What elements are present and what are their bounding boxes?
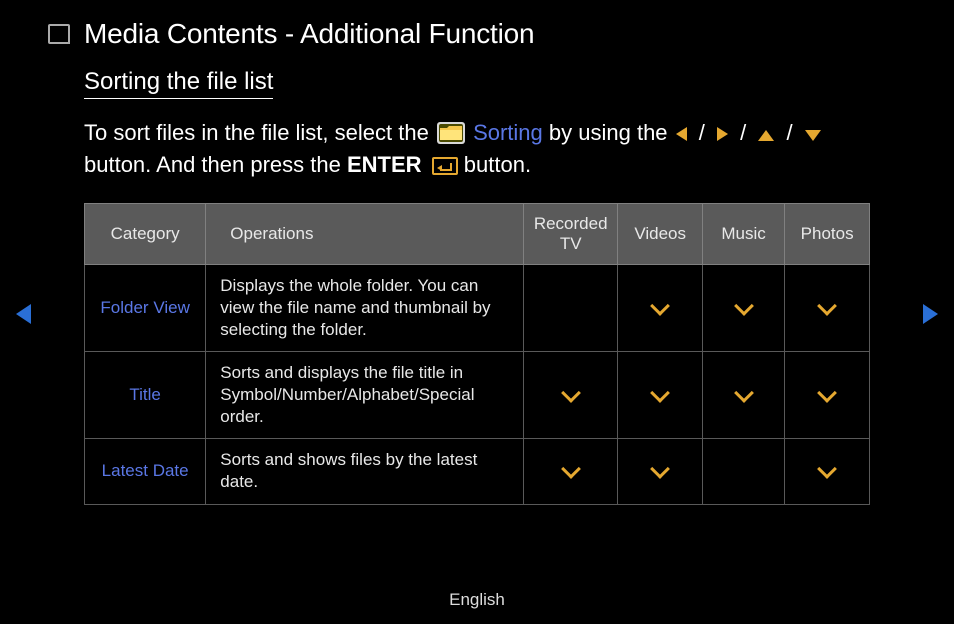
chevron-down-icon bbox=[817, 296, 837, 316]
content-area: Sorting the file list To sort files in t… bbox=[0, 50, 954, 505]
arrow-down-icon bbox=[805, 130, 821, 141]
sorting-table: Category Operations Recorded TV Videos M… bbox=[84, 203, 870, 505]
table-row: Folder ViewDisplays the whole folder. Yo… bbox=[85, 264, 870, 351]
col-music: Music bbox=[702, 203, 784, 264]
cell-check bbox=[785, 352, 870, 439]
cell-check bbox=[702, 439, 784, 504]
cell-operation: Sorts and shows files by the latest date… bbox=[206, 439, 524, 504]
table-body: Folder ViewDisplays the whole folder. Yo… bbox=[85, 264, 870, 504]
cell-check bbox=[618, 264, 702, 351]
col-recorded-tv: Recorded TV bbox=[523, 203, 618, 264]
cell-check bbox=[523, 264, 618, 351]
col-videos: Videos bbox=[618, 203, 702, 264]
intro-part1: To sort files in the file list, select t… bbox=[84, 120, 435, 145]
nav-next-button[interactable] bbox=[923, 304, 938, 324]
col-operations: Operations bbox=[206, 203, 524, 264]
chevron-down-icon bbox=[650, 383, 670, 403]
col-category: Category bbox=[85, 203, 206, 264]
chevron-down-icon bbox=[650, 460, 670, 480]
intro-part4: button. bbox=[464, 152, 531, 177]
cell-check bbox=[618, 439, 702, 504]
page-header: Media Contents - Additional Function bbox=[0, 0, 954, 50]
cell-category[interactable]: Title bbox=[85, 352, 206, 439]
page-title: Media Contents - Additional Function bbox=[84, 18, 534, 50]
cell-check bbox=[618, 352, 702, 439]
table-header-row: Category Operations Recorded TV Videos M… bbox=[85, 203, 870, 264]
chevron-down-icon bbox=[734, 296, 754, 316]
cell-operation: Sorts and displays the file title in Sym… bbox=[206, 352, 524, 439]
cell-operation: Displays the whole folder. You can view … bbox=[206, 264, 524, 351]
cell-check bbox=[785, 264, 870, 351]
chevron-down-icon bbox=[817, 460, 837, 480]
footer-language: English bbox=[0, 590, 954, 610]
arrow-up-icon bbox=[758, 130, 774, 141]
enter-label: ENTER bbox=[347, 152, 422, 177]
chevron-down-icon bbox=[561, 460, 581, 480]
slash-1: / bbox=[699, 120, 705, 145]
arrow-right-icon bbox=[717, 127, 728, 141]
slash-2: / bbox=[740, 120, 746, 145]
intro-part2: by using the bbox=[549, 120, 674, 145]
col-photos: Photos bbox=[785, 203, 870, 264]
chevron-down-icon bbox=[817, 383, 837, 403]
cell-check bbox=[523, 352, 618, 439]
enter-icon bbox=[432, 157, 458, 175]
slash-3: / bbox=[787, 120, 793, 145]
chevron-down-icon bbox=[650, 296, 670, 316]
arrow-left-icon bbox=[676, 127, 687, 141]
chevron-down-icon bbox=[561, 383, 581, 403]
cell-category[interactable]: Latest Date bbox=[85, 439, 206, 504]
table-row: TitleSorts and displays the file title i… bbox=[85, 352, 870, 439]
cell-check bbox=[785, 439, 870, 504]
intro-text: To sort files in the file list, select t… bbox=[84, 117, 870, 181]
cell-check bbox=[523, 439, 618, 504]
section-title: Sorting the file list bbox=[84, 68, 273, 99]
chevron-down-icon bbox=[734, 383, 754, 403]
cell-check bbox=[702, 352, 784, 439]
sorting-link[interactable]: Sorting bbox=[473, 120, 543, 145]
cell-category[interactable]: Folder View bbox=[85, 264, 206, 351]
intro-part3: button. And then press the bbox=[84, 152, 347, 177]
table-row: Latest DateSorts and shows files by the … bbox=[85, 439, 870, 504]
folder-icon bbox=[437, 122, 465, 144]
nav-prev-button[interactable] bbox=[16, 304, 31, 324]
cell-check bbox=[702, 264, 784, 351]
book-icon bbox=[48, 24, 70, 44]
